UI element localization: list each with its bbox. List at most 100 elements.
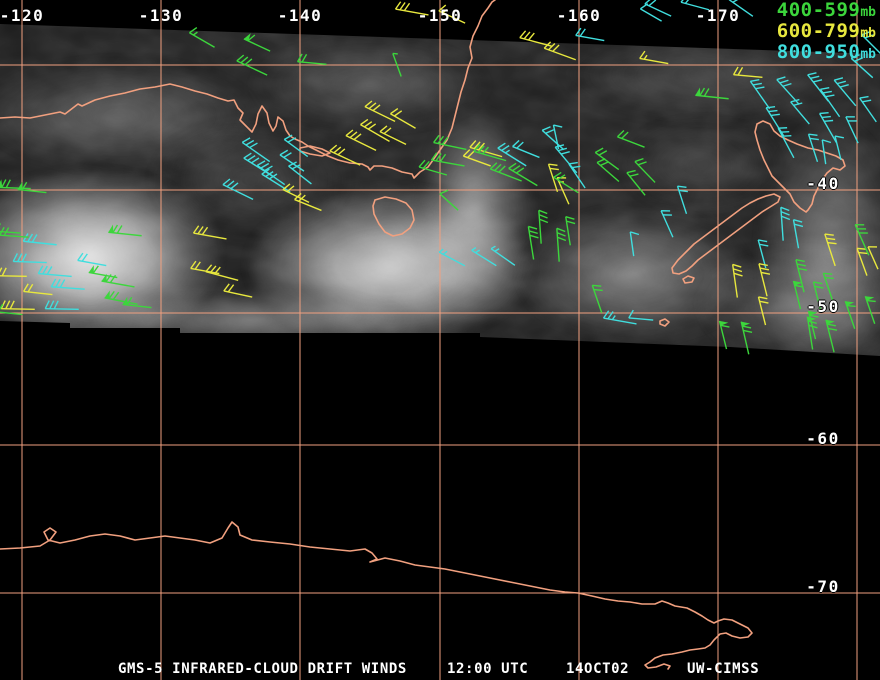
barb-shaft	[283, 138, 309, 158]
barb-shaft	[628, 317, 654, 321]
barb-full	[243, 152, 252, 159]
barb-full	[538, 214, 548, 219]
barb-full	[236, 54, 245, 62]
barb-full	[126, 296, 133, 306]
barb-shaft	[364, 106, 396, 122]
barb-full	[752, 82, 762, 86]
barb-full	[556, 232, 566, 237]
wind-barb	[864, 296, 876, 324]
wind-barb	[527, 225, 539, 260]
barb-pennant	[108, 224, 114, 233]
barb-full	[287, 137, 297, 143]
barb-shaft	[241, 141, 271, 163]
barb-pennant	[104, 290, 110, 299]
barb-shaft	[575, 34, 605, 42]
barb-shaft	[833, 79, 857, 107]
barb-full	[433, 134, 440, 143]
barb-full	[549, 167, 559, 171]
barb-full	[776, 76, 786, 81]
barb-full	[418, 159, 426, 168]
barb-full	[44, 300, 50, 310]
barb-full	[437, 135, 444, 144]
coastline	[0, 521, 753, 670]
barb-full	[780, 206, 790, 212]
barb-half	[475, 249, 481, 254]
barb-full	[846, 304, 856, 308]
coastline	[372, 196, 415, 237]
barb-shaft	[77, 259, 107, 267]
barb-full	[489, 162, 498, 170]
barb-full	[462, 149, 471, 157]
barb-shaft	[854, 224, 870, 256]
barb-shaft	[819, 88, 841, 118]
barb-full	[557, 174, 566, 181]
barb-full	[628, 309, 634, 319]
pressure-legend: 400-599mb 600-799mb 800-950mb	[777, 1, 876, 64]
barb-full	[27, 283, 34, 293]
barb-full	[22, 283, 29, 292]
barb-full	[42, 265, 48, 275]
legend-range: 600-799	[776, 20, 861, 42]
barb-full	[539, 218, 549, 224]
barb-full	[545, 129, 555, 134]
barb-shaft	[552, 124, 560, 150]
barb-full	[827, 241, 837, 245]
wind-barb	[792, 280, 804, 310]
barb-full	[794, 223, 804, 228]
barb-full	[201, 226, 209, 236]
barb-full	[1, 267, 7, 277]
wind-barb	[732, 66, 763, 78]
barb-full	[732, 263, 742, 268]
barb-full	[600, 161, 609, 167]
barb-full	[598, 150, 608, 156]
barb-pennant	[88, 265, 94, 274]
wind-barb	[345, 129, 377, 151]
barb-shaft	[395, 8, 429, 16]
barb-full	[512, 139, 520, 148]
barb-shaft	[0, 234, 29, 238]
wind-barb	[660, 210, 674, 238]
barb-full	[821, 115, 831, 119]
wind-barb	[596, 158, 620, 183]
barb-full	[607, 311, 614, 320]
barb-full	[823, 272, 833, 275]
wind-barb	[438, 4, 466, 24]
barb-full	[282, 183, 291, 191]
wind-barb	[565, 216, 576, 246]
wind-barb	[807, 310, 819, 340]
barb-shaft	[360, 124, 390, 142]
wind-barb	[243, 33, 271, 52]
wind-barb	[854, 223, 870, 256]
longitude-label: -140	[277, 6, 323, 25]
barb-shaft	[541, 129, 565, 151]
coastline	[671, 193, 781, 275]
barb-full	[809, 137, 819, 141]
wind-barb	[628, 309, 654, 321]
barb-full	[737, 66, 744, 76]
barb-full	[353, 133, 362, 141]
barb-full	[473, 141, 481, 150]
barb-shaft	[223, 290, 253, 298]
barb-shaft	[867, 246, 879, 270]
barb-full	[21, 253, 27, 263]
barb-full	[49, 300, 55, 310]
barb-full	[866, 299, 876, 303]
wind-barb	[104, 290, 138, 305]
barb-shaft	[508, 167, 538, 187]
barb-full	[602, 310, 610, 319]
wind-barb	[122, 296, 152, 309]
wind-barb	[856, 247, 868, 276]
barb-full	[399, 2, 406, 11]
barb-full	[189, 27, 198, 34]
barb-full	[793, 102, 803, 107]
barb-full	[732, 0, 739, 3]
barb-full	[834, 135, 845, 139]
barb-full	[527, 32, 535, 41]
wind-barb	[0, 267, 27, 277]
barb-full	[508, 162, 517, 169]
barb-shaft	[297, 61, 327, 65]
barb-full	[1, 179, 7, 188]
barb-full	[834, 77, 844, 81]
wind-barb	[765, 106, 785, 137]
